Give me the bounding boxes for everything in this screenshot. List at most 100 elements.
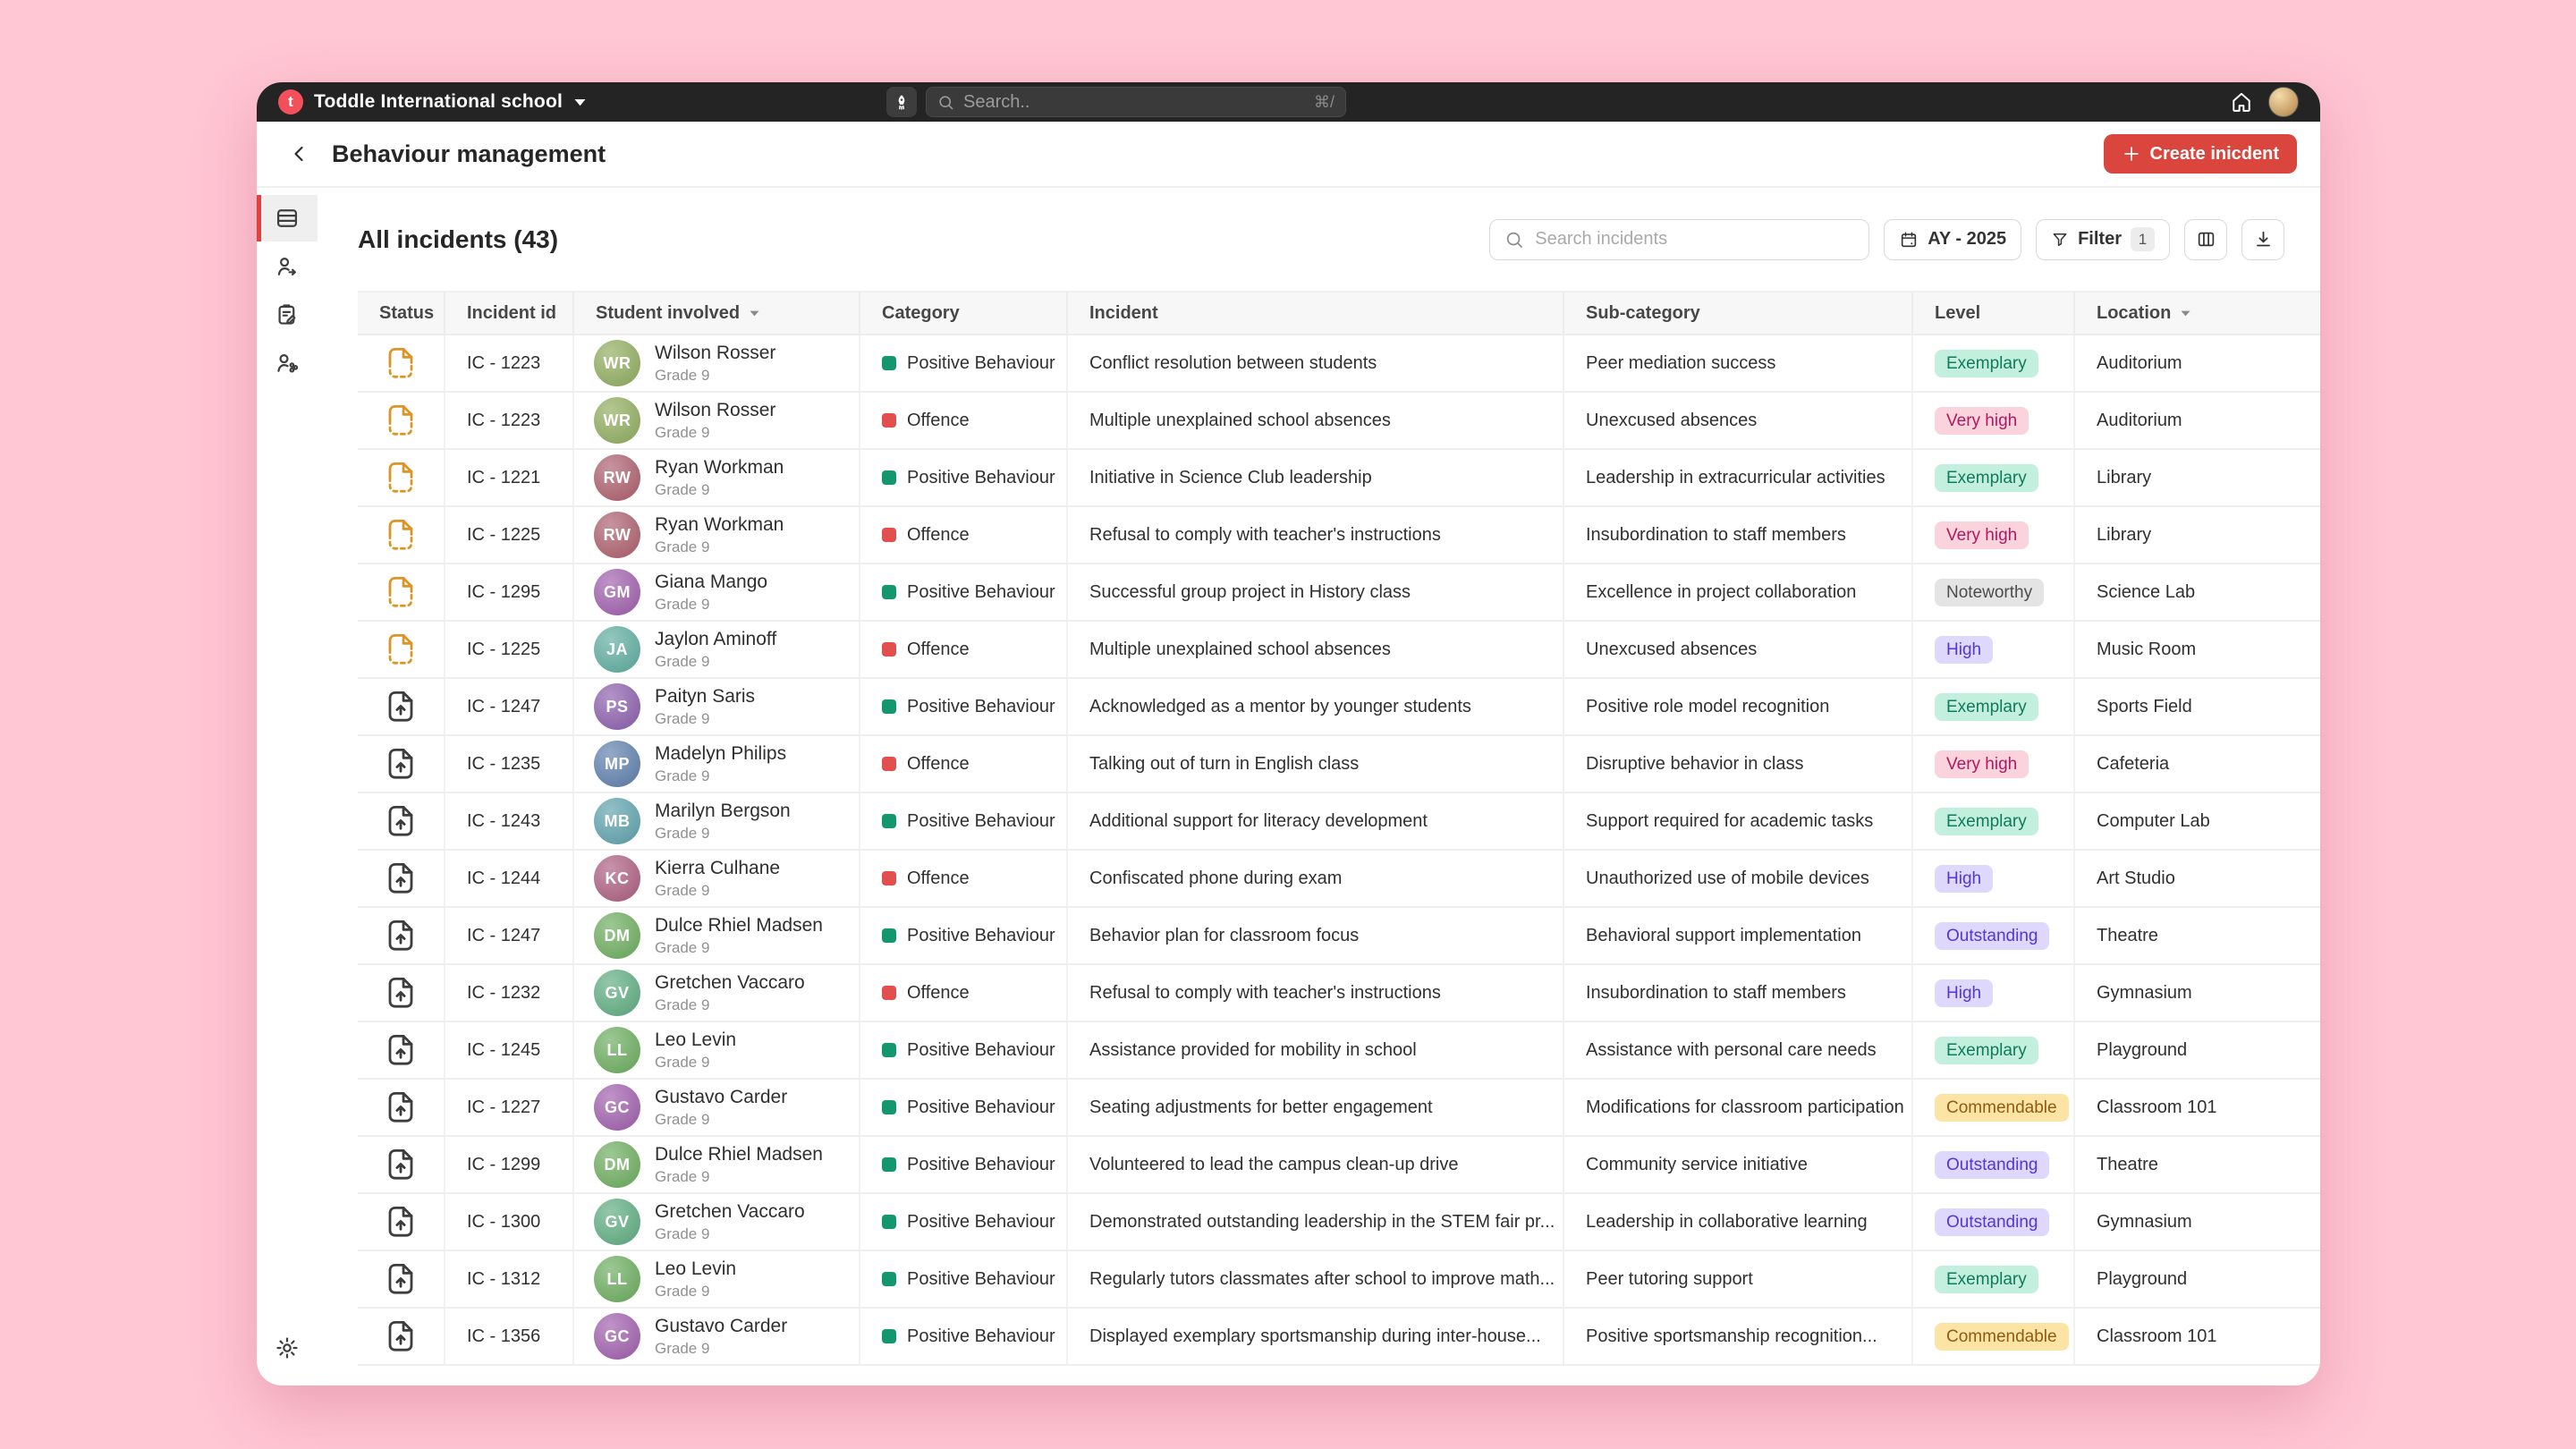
column-header-status[interactable]: Status <box>358 292 445 334</box>
category-cell: Positive Behaviour <box>860 335 1068 391</box>
back-button[interactable] <box>284 138 316 170</box>
global-search-input[interactable] <box>963 91 1305 113</box>
student-cell: LL Leo Levin Grade 9 <box>574 1022 860 1078</box>
manage-columns-button[interactable] <box>2184 218 2227 260</box>
table-row[interactable]: IC - 1245 LL Leo Levin Grade 9 Positive Beha… <box>358 1022 2320 1080</box>
table-row[interactable]: IC - 1225 RW Ryan Workman Grade 9 Offence Ref… <box>358 507 2320 564</box>
table-row[interactable]: IC - 1225 JA Jaylon Aminoff Grade 9 Offence M… <box>358 622 2320 679</box>
level-badge: High <box>1935 635 1994 664</box>
student-cell: GC Gustavo Carder Grade 9 <box>574 1309 860 1364</box>
level-cell: Very high <box>1913 507 2075 563</box>
category-cell: Offence <box>860 393 1068 448</box>
table-row[interactable]: IC - 1295 GM Giana Mango Grade 9 Positive Be… <box>358 564 2320 622</box>
sub-category-cell: Excellence in project collaboration <box>1564 564 1913 620</box>
sub-category-cell: Leadership in extracurricular activities <box>1564 450 1913 505</box>
location-cell: Auditorium <box>2097 410 2182 430</box>
sidebar <box>257 188 318 1385</box>
student-avatar: PS <box>594 683 640 730</box>
sub-category-cell: Leadership in collaborative learning <box>1564 1194 1913 1250</box>
student-name: Wilson Rosser <box>655 399 776 420</box>
table-row[interactable]: IC - 1227 GC Gustavo Carder Grade 9 Positive… <box>358 1080 2320 1137</box>
category-cell: Positive Behaviour <box>860 679 1068 734</box>
table-row[interactable]: IC - 1243 MB Marilyn Bergson Grade 9 Positiv… <box>358 793 2320 851</box>
global-search[interactable]: ⌘/ <box>926 87 1346 117</box>
table-row[interactable]: IC - 1221 RW Ryan Workman Grade 9 Positive B… <box>358 450 2320 507</box>
home-icon[interactable] <box>2229 89 2254 114</box>
student-avatar: JA <box>594 626 640 673</box>
category-cell: Positive Behaviour <box>860 1251 1068 1307</box>
create-incident-button[interactable]: Create inicdent <box>2103 134 2297 174</box>
student-grade: Grade 9 <box>655 709 710 727</box>
table-body: IC - 1223 WR Wilson Rosser Grade 9 Positive … <box>358 335 2320 1366</box>
topbar-right <box>2229 87 2299 117</box>
table-row[interactable]: IC - 1299 DM Dulce Rhiel Madsen Grade 9 Posi… <box>358 1137 2320 1194</box>
download-button[interactable] <box>2241 218 2284 260</box>
incident-cell: Multiple unexplained school absences <box>1068 622 1564 677</box>
table-row[interactable]: IC - 1247 PS Paityn Saris Grade 9 Positive B… <box>358 679 2320 736</box>
sort-caret-icon <box>749 309 760 318</box>
sub-category-cell: Community service initiative <box>1564 1137 1913 1192</box>
table-row[interactable]: IC - 1232 GV Gretchen Vaccaro Grade 9 Offenc… <box>358 965 2320 1022</box>
filter-funnel-icon <box>2051 231 2069 249</box>
filter-button[interactable]: Filter 1 <box>2036 218 2170 260</box>
sub-category-cell: Support required for academic tasks <box>1564 793 1913 849</box>
page-header: Behaviour management Create inicdent <box>257 122 2320 188</box>
student-cell: MB Marilyn Bergson Grade 9 <box>574 793 860 849</box>
level-cell: Exemplary <box>1913 1022 2075 1078</box>
incident-search-input[interactable] <box>1535 229 1855 250</box>
category-cell: Positive Behaviour <box>860 908 1068 963</box>
status-cell <box>358 851 445 906</box>
column-header-level[interactable]: Level <box>1913 292 2075 334</box>
table-header-row: Status Incident id Student involved Categor… <box>358 291 2320 335</box>
sidebar-item-settings[interactable] <box>257 1325 318 1371</box>
student-cell: RW Ryan Workman Grade 9 <box>574 450 860 505</box>
student-grade: Grade 9 <box>655 1053 710 1071</box>
incident-cell: Confiscated phone during exam <box>1068 851 1564 906</box>
column-header-location[interactable]: Location <box>2075 292 2320 334</box>
sub-category-cell: Unexcused absences <box>1564 622 1913 677</box>
column-header-sub-category[interactable]: Sub-category <box>1564 292 1913 334</box>
sidebar-item-student-network[interactable] <box>257 340 318 386</box>
sidebar-item-incidents[interactable] <box>257 195 318 242</box>
user-avatar[interactable] <box>2268 87 2299 117</box>
table-row[interactable]: IC - 1247 DM Dulce Rhiel Madsen Grade 9 Posi… <box>358 908 2320 965</box>
sidebar-item-student-referrals[interactable] <box>257 243 318 290</box>
student-avatar: DM <box>594 1141 640 1188</box>
status-draft-icon <box>386 346 415 380</box>
category-label: Offence <box>907 410 970 430</box>
column-header-incident-id[interactable]: Incident id <box>445 292 574 334</box>
table-row[interactable]: IC - 1356 GC Gustavo Carder Grade 9 Positive… <box>358 1309 2320 1366</box>
column-header-incident[interactable]: Incident <box>1068 292 1564 334</box>
student-avatar: RW <box>594 512 640 558</box>
table-row[interactable]: IC - 1223 WR Wilson Rosser Grade 9 Positive … <box>358 335 2320 393</box>
sidebar-item-behaviour-notes[interactable] <box>257 292 318 338</box>
school-switcher[interactable]: t Toddle International school <box>278 89 587 114</box>
column-header-student-involved[interactable]: Student involved <box>574 292 860 334</box>
level-badge: Outstanding <box>1935 921 2050 950</box>
rocket-button[interactable] <box>886 87 917 117</box>
incident-search[interactable] <box>1489 218 1870 260</box>
location-cell: Cafeteria <box>2097 753 2170 774</box>
status-cell <box>358 450 445 505</box>
sort-caret-icon <box>2180 309 2191 318</box>
student-avatar: GC <box>594 1084 640 1131</box>
level-badge: Outstanding <box>1935 1150 2050 1179</box>
sidebar-spacer <box>257 388 318 1325</box>
student-name: Jaylon Aminoff <box>655 628 777 649</box>
table-row[interactable]: IC - 1300 GV Gretchen Vaccaro Grade 9 Positi… <box>358 1194 2320 1251</box>
table-row[interactable]: IC - 1235 MP Madelyn Philips Grade 9 Offence… <box>358 736 2320 793</box>
student-cell: GV Gretchen Vaccaro Grade 9 <box>574 965 860 1021</box>
table-row[interactable]: IC - 1223 WR Wilson Rosser Grade 9 Offence Mu… <box>358 393 2320 450</box>
status-submitted-icon <box>386 1148 415 1182</box>
student-grade: Grade 9 <box>655 767 710 784</box>
table-row[interactable]: IC - 1312 LL Leo Levin Grade 9 Positive Beha… <box>358 1251 2320 1309</box>
status-cell <box>358 908 445 963</box>
category-cell: Offence <box>860 851 1068 906</box>
academic-year-button[interactable]: AY - 2025 <box>1884 218 2022 260</box>
table-row[interactable]: IC - 1244 KC Kierra Culhane Grade 9 Offence C… <box>358 851 2320 908</box>
column-header-category[interactable]: Category <box>860 292 1068 334</box>
category-color-dot <box>882 1157 896 1172</box>
category-label: Positive Behaviour <box>907 1039 1055 1060</box>
status-cell <box>358 965 445 1021</box>
topbar: t Toddle International school <box>257 82 2320 122</box>
